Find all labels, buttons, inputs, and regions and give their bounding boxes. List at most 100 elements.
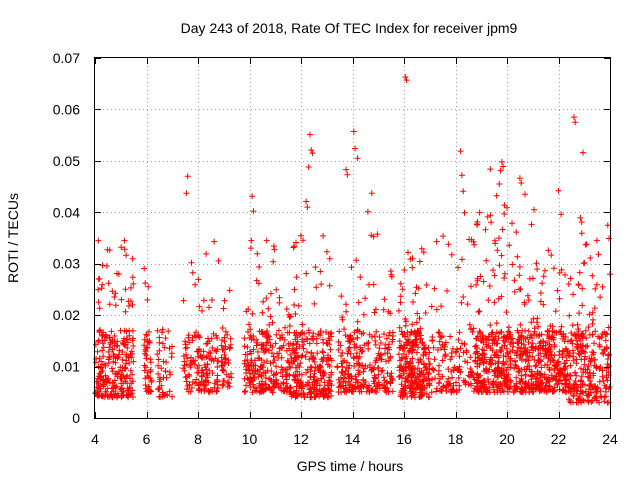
data-point (339, 314, 346, 321)
data-point (346, 344, 353, 351)
data-point (120, 389, 127, 395)
data-point (109, 288, 116, 295)
data-point (311, 378, 318, 385)
data-point (589, 349, 596, 355)
data-point (499, 360, 506, 367)
data-point (183, 373, 190, 380)
data-point (309, 150, 316, 157)
data-point (592, 285, 599, 292)
data-point (587, 369, 594, 376)
data-point (402, 384, 409, 391)
data-point (261, 359, 267, 366)
data-point (412, 374, 419, 381)
data-point (468, 382, 474, 389)
data-point (214, 358, 221, 364)
data-point (410, 339, 417, 346)
data-point (128, 284, 134, 291)
data-point (242, 388, 249, 394)
data-point (199, 307, 205, 314)
data-point (505, 364, 512, 371)
data-point (355, 371, 362, 378)
data-point (550, 265, 557, 272)
data-point (404, 394, 411, 400)
data-point (474, 371, 481, 378)
data-point (528, 319, 535, 326)
data-point (122, 286, 129, 293)
data-point (365, 345, 372, 352)
data-point (459, 256, 465, 263)
data-point (579, 381, 586, 387)
data-point (298, 371, 305, 378)
data-point (373, 389, 380, 396)
data-point (155, 370, 162, 377)
data-point (560, 335, 566, 342)
data-point (400, 385, 406, 392)
data-point (165, 328, 172, 335)
data-point (375, 379, 382, 386)
data-point (492, 351, 498, 358)
data-point (435, 329, 442, 336)
data-point (308, 349, 315, 356)
data-point (250, 346, 257, 353)
data-point (410, 299, 416, 305)
data-point (513, 374, 520, 381)
data-point (581, 259, 588, 266)
data-point (320, 369, 327, 376)
data-point (507, 355, 514, 362)
data-point (545, 247, 552, 254)
data-point (254, 339, 261, 346)
data-point (509, 220, 515, 227)
data-point (124, 387, 131, 394)
data-point (377, 340, 384, 346)
data-point (447, 333, 454, 340)
data-point (587, 255, 594, 261)
data-point (124, 344, 131, 351)
data-point (286, 359, 292, 366)
data-point (531, 206, 537, 213)
y-tick-label: 0.05 (53, 153, 80, 169)
data-point (108, 385, 115, 392)
data-point (269, 344, 276, 350)
data-point (413, 319, 420, 326)
data-point (375, 371, 382, 378)
data-point (535, 346, 541, 353)
data-point (117, 327, 124, 334)
data-point (338, 352, 345, 359)
data-point (579, 333, 586, 340)
data-point (579, 396, 586, 403)
data-point (579, 285, 586, 292)
data-point (524, 363, 531, 370)
data-point (159, 340, 166, 347)
data-point (510, 389, 517, 396)
data-point (442, 351, 449, 358)
data-point (119, 367, 126, 374)
data-point (192, 281, 199, 288)
data-point (106, 344, 113, 351)
data-point (203, 250, 210, 257)
data-point (581, 361, 588, 368)
data-point (378, 368, 385, 375)
data-point (485, 333, 492, 340)
data-point (187, 362, 193, 369)
data-point (296, 364, 303, 370)
data-point (474, 385, 481, 392)
data-point (568, 330, 575, 336)
data-point (422, 310, 429, 316)
data-point (562, 271, 568, 278)
data-point (578, 230, 585, 237)
x-tick-labels: 4 6 8 10 12 14 16 18 20 22 24 (91, 431, 618, 447)
data-point (590, 351, 597, 358)
data-point (194, 365, 201, 372)
data-point (96, 275, 103, 282)
data-point (267, 376, 274, 383)
data-point (345, 370, 352, 377)
data-point (483, 257, 490, 264)
data-point (396, 338, 403, 345)
data-point (120, 380, 127, 387)
data-point (224, 379, 231, 386)
data-point (455, 264, 461, 271)
data-point (246, 370, 253, 377)
data-point (533, 319, 540, 326)
data-point (251, 367, 258, 374)
data-point (112, 290, 119, 297)
